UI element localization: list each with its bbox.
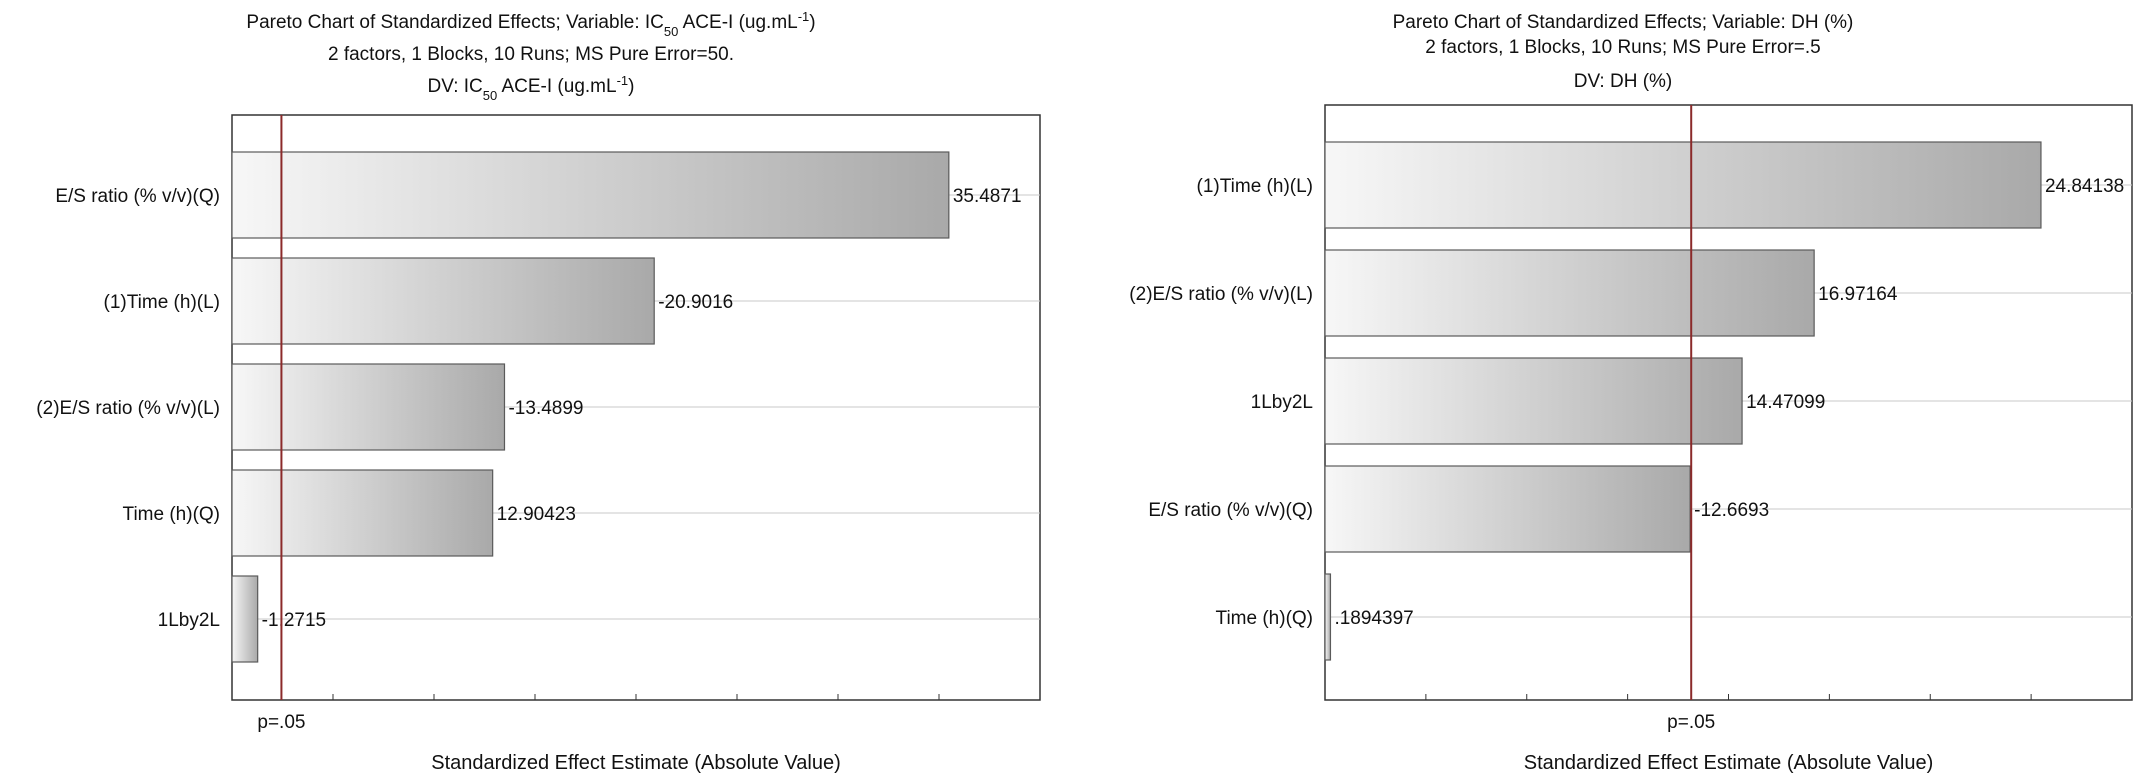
category-label: Time (h)(Q) <box>123 504 220 525</box>
value-label: 14.47099 <box>1746 392 1825 413</box>
x-axis-label: Standardized Effect Estimate (Absolute V… <box>1524 752 1933 774</box>
bar <box>231 257 655 345</box>
x-axis-label: Standardized Effect Estimate (Absolute V… <box>431 752 840 774</box>
chart-title-line-2: 2 factors, 1 Blocks, 10 Runs; MS Pure Er… <box>328 44 734 65</box>
category-label: (2)E/S ratio (% v/v)(L) <box>36 398 220 419</box>
category-label: (1)Time (h)(L) <box>1197 176 1313 197</box>
value-label: 35.4871 <box>953 186 1022 207</box>
category-label: Time (h)(Q) <box>1216 608 1313 629</box>
chart-left: Pareto Chart of Standardized Effects; Va… <box>36 9 1041 774</box>
value-label: 16.97164 <box>1818 284 1898 305</box>
category-label: 1Lby2L <box>158 610 220 631</box>
significance-label: p=.05 <box>1667 712 1715 733</box>
category-label: (1)Time (h)(L) <box>104 292 220 313</box>
category-label: E/S ratio (% v/v)(Q) <box>1148 500 1313 521</box>
value-label: -12.6693 <box>1694 500 1769 521</box>
value-label: -1.2715 <box>262 610 326 631</box>
chart-title-line-2: 2 factors, 1 Blocks, 10 Runs; MS Pure Er… <box>1425 37 1820 58</box>
value-label: -20.9016 <box>658 292 733 313</box>
significance-label: p=.05 <box>257 712 305 733</box>
bar <box>231 469 494 557</box>
value-label: .1894397 <box>1334 608 1413 629</box>
bar <box>231 363 506 451</box>
chart-title-line-1: Pareto Chart of Standardized Effects; Va… <box>246 9 815 39</box>
chart-title-line-3: DV: DH (%) <box>1574 71 1673 92</box>
chart-title-line-1: Pareto Chart of Standardized Effects; Va… <box>1393 12 1854 33</box>
bar <box>1324 141 2042 229</box>
bar <box>1324 357 1743 445</box>
bar <box>1324 573 1332 661</box>
category-label: (2)E/S ratio (% v/v)(L) <box>1129 284 1313 305</box>
bar <box>231 151 950 239</box>
chart-title-line-3: DV: IC50 ACE-I (ug.mL-1) <box>428 73 635 103</box>
bar <box>1324 465 1691 553</box>
value-label: 24.84138 <box>2045 176 2124 197</box>
chart-right: Pareto Chart of Standardized Effects; Va… <box>1129 12 2133 774</box>
bar <box>231 575 259 663</box>
value-label: 12.90423 <box>497 504 576 525</box>
value-label: -13.4899 <box>508 398 583 419</box>
bar <box>1324 249 1815 337</box>
category-label: 1Lby2L <box>1251 392 1313 413</box>
category-label: E/S ratio (% v/v)(Q) <box>55 186 220 207</box>
